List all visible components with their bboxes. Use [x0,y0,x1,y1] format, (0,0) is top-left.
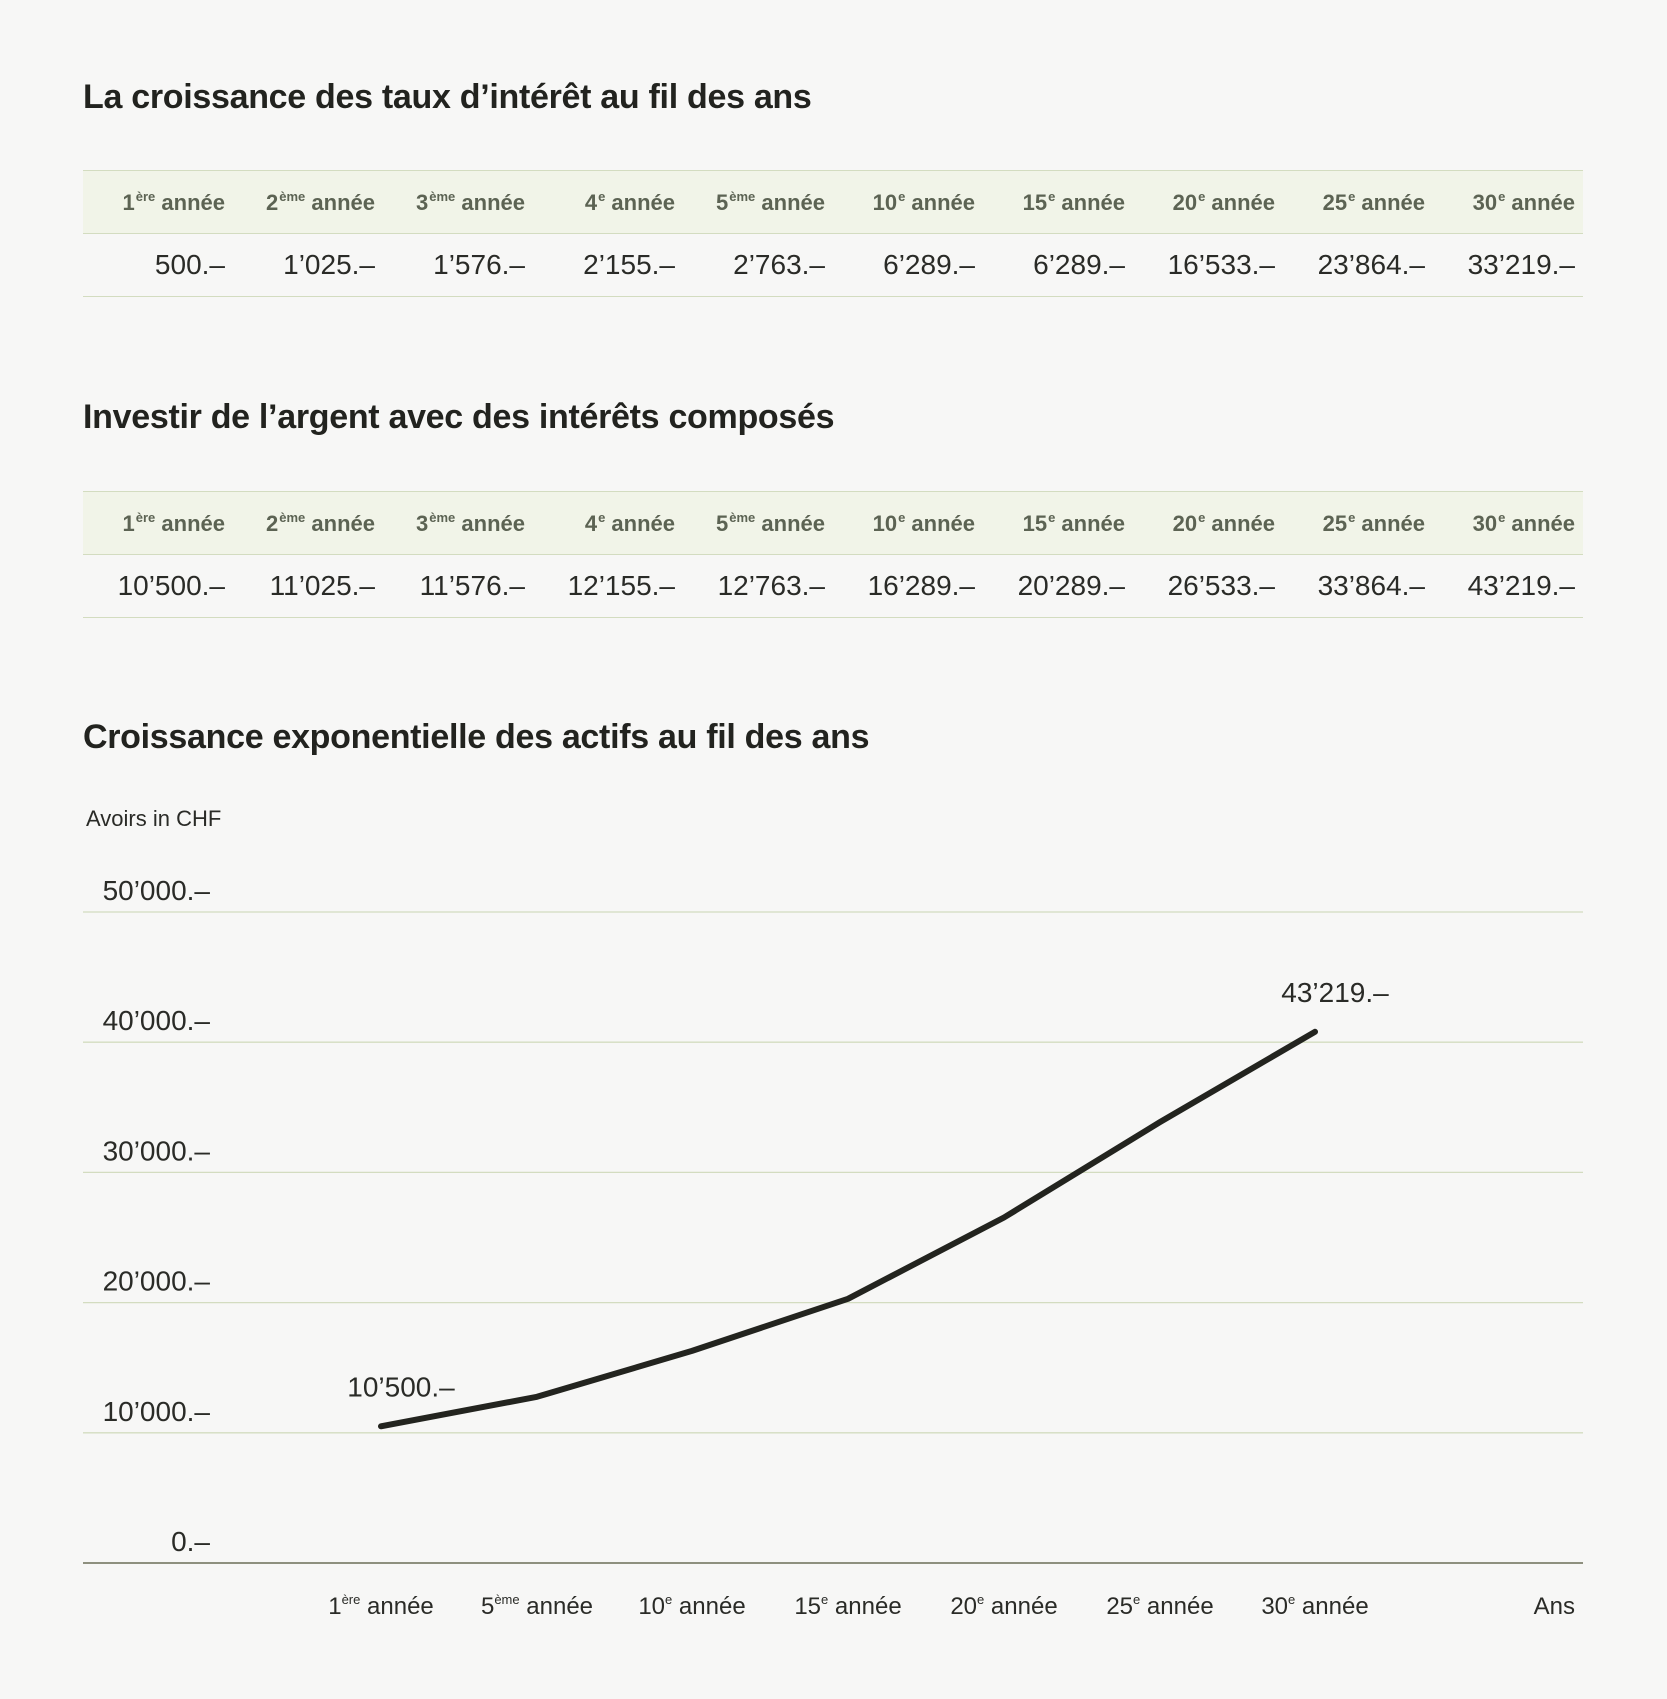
table-cell: 20’289.– [983,554,1133,618]
table-cell: 11’025.– [233,554,383,618]
column-header: 20e année [1133,491,1283,555]
y-tick-label: 30’000.– [103,1135,211,1166]
column-header: 2ème année [233,491,383,555]
column-header: 5ème année [683,170,833,234]
y-tick-label: 20’000.– [103,1266,211,1297]
x-tick-label: 25e année [1106,1592,1213,1620]
column-header: 25e année [1283,170,1433,234]
table-cell: 500.– [83,233,233,297]
table-cell: 1’025.– [233,233,383,297]
column-header: 30e année [1433,491,1583,555]
column-header: 15e année [983,170,1133,234]
column-header: 2ème année [233,170,383,234]
table-cell: 2’155.– [533,233,683,297]
column-header: 1ère année [83,491,233,555]
x-tick-label: 5ème année [481,1592,593,1620]
x-tick-label: 20e année [950,1592,1057,1620]
table-cell: 6’289.– [983,233,1133,297]
x-axis-label: Ans [1534,1593,1575,1620]
column-header: 30e année [1433,170,1583,234]
y-tick-label: 50’000.– [103,875,211,906]
column-header: 1ère année [83,170,233,234]
compound-interest-table: 1ère année 2ème année 3ème année 4e année 5è… [83,491,1583,618]
y-tick-label: 40’000.– [103,1005,211,1036]
y-tick-label: 10’000.– [103,1396,211,1427]
table-cell: 23’864.– [1283,233,1433,297]
column-header: 15e année [983,491,1133,555]
table-header-row: 1ère année 2ème année 3ème année 4e année 5è… [83,170,1583,234]
interest-growth-table: 1ère année 2ème année 3ème année 4e année 5è… [83,170,1583,297]
table-cell: 43’219.– [1433,554,1583,618]
column-header: 5ème année [683,491,833,555]
table-cell: 16’289.– [833,554,983,618]
table-cell: 33’219.– [1433,233,1583,297]
column-header: 20e année [1133,170,1283,234]
column-header: 4e année [533,491,683,555]
y-axis-label: Avoirs in CHF [86,806,221,831]
table-cell: 1’576.– [383,233,533,297]
table-cell: 12’763.– [683,554,833,618]
table-cell: 2’763.– [683,233,833,297]
table-header-row: 1ère année 2ème année 3ème année 4e année 5è… [83,491,1583,555]
column-header: 25e année [1283,491,1433,555]
chart-title: Croissance exponentielle des actifs au f… [83,718,870,756]
table-cell: 11’576.– [383,554,533,618]
table-cell: 12’155.– [533,554,683,618]
x-tick-label: 15e année [794,1592,901,1620]
data-label: 10’500.– [347,1371,455,1402]
table-cell: 33’864.– [1283,554,1433,618]
table-cell: 6’289.– [833,233,983,297]
table-row: 10’500.– 11’025.– 11’576.– 12’155.– 12’763.–… [83,554,1583,618]
column-header: 3ème année [383,491,533,555]
x-tick-label: 30e année [1261,1592,1368,1620]
column-header: 10e année [833,491,983,555]
table1-title: La croissance des taux d’intérêt au fil … [83,78,812,116]
column-header: 4e année [533,170,683,234]
table-cell: 10’500.– [83,554,233,618]
x-tick-label: 1ère année [328,1592,434,1620]
table2-title: Investir de l’argent avec des intérêts c… [83,398,835,436]
table-row: 500.– 1’025.– 1’576.– 2’155.– 2’763.– 6’289.–… [83,233,1583,297]
x-tick-label: 10e année [638,1592,745,1620]
y-tick-label: 0.– [171,1526,210,1557]
data-label: 43’219.– [1281,977,1389,1008]
series-line [378,1028,1318,1430]
table-cell: 16’533.– [1133,233,1283,297]
table-cell: 26’533.– [1133,554,1283,618]
column-header: 3ème année [383,170,533,234]
column-header: 10e année [833,170,983,234]
